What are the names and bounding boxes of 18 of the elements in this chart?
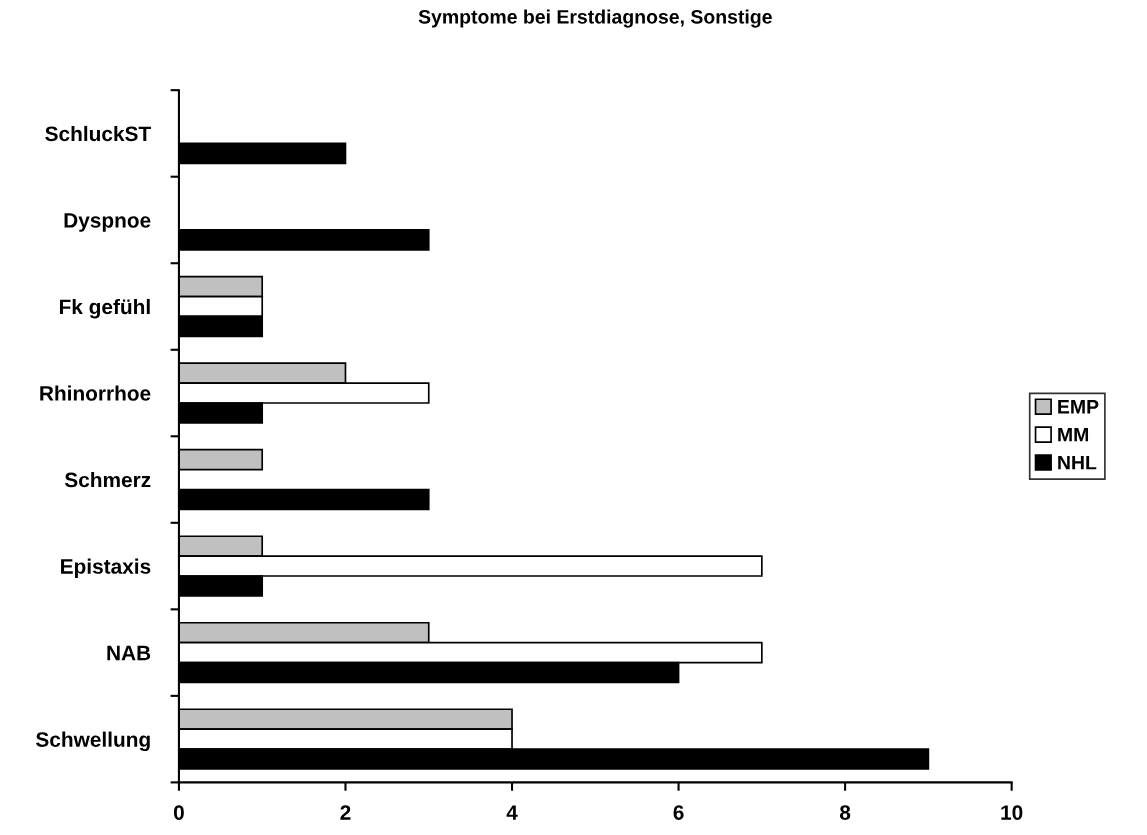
x-tick-label: 10 (1001, 805, 1023, 820)
legend-label: EMP (1058, 400, 1099, 414)
y-tick-label: Rhinorrhoe (40, 385, 151, 401)
y-tick-label: Fk gefühl (59, 298, 150, 319)
y-tick-label: NAB (107, 645, 151, 661)
y-tick-label: Schwellung (36, 731, 150, 752)
y-tick-label: Epistaxis (61, 558, 151, 578)
x-tick-label: 6 (673, 805, 684, 820)
legend-label: NHL (1058, 455, 1097, 470)
x-tick-label: 0 (173, 805, 184, 820)
x-tick-label: 4 (506, 805, 518, 820)
y-tick-label: SchluckST (45, 125, 151, 142)
y-tick-label: Schmerz (64, 472, 151, 488)
y-tick-label: Dyspnoe (64, 213, 151, 232)
legend-label: MM (1058, 427, 1089, 442)
x-tick-label: 2 (340, 805, 351, 820)
chart-title: Symptome bei Erstdiagnose, Sonstige (418, 9, 772, 28)
x-tick-label: 8 (839, 805, 851, 820)
